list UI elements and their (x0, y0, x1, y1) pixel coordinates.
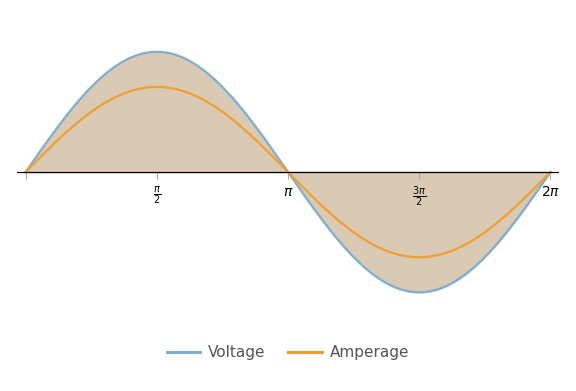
Voltage (436, 287, 443, 291)
Amperage (264, 149, 271, 153)
Amperage (153, 84, 160, 89)
Line: Amperage: Amperage (25, 87, 551, 257)
Amperage (436, 253, 443, 257)
Voltage (22, 170, 29, 174)
Voltage (532, 191, 539, 196)
Line: Voltage: Voltage (25, 52, 551, 292)
Voltage (153, 50, 160, 54)
Voltage (532, 191, 539, 196)
Amperage (547, 170, 554, 174)
Amperage (22, 170, 29, 174)
Amperage (49, 143, 56, 147)
Legend: Voltage, Amperage: Voltage, Amperage (161, 339, 415, 366)
Amperage (532, 185, 539, 189)
Voltage (278, 160, 285, 164)
Voltage (49, 132, 56, 136)
Voltage (416, 290, 423, 294)
Amperage (416, 255, 423, 260)
Amperage (532, 185, 539, 190)
Amperage (278, 163, 285, 167)
Voltage (264, 140, 271, 145)
Voltage (547, 170, 554, 174)
